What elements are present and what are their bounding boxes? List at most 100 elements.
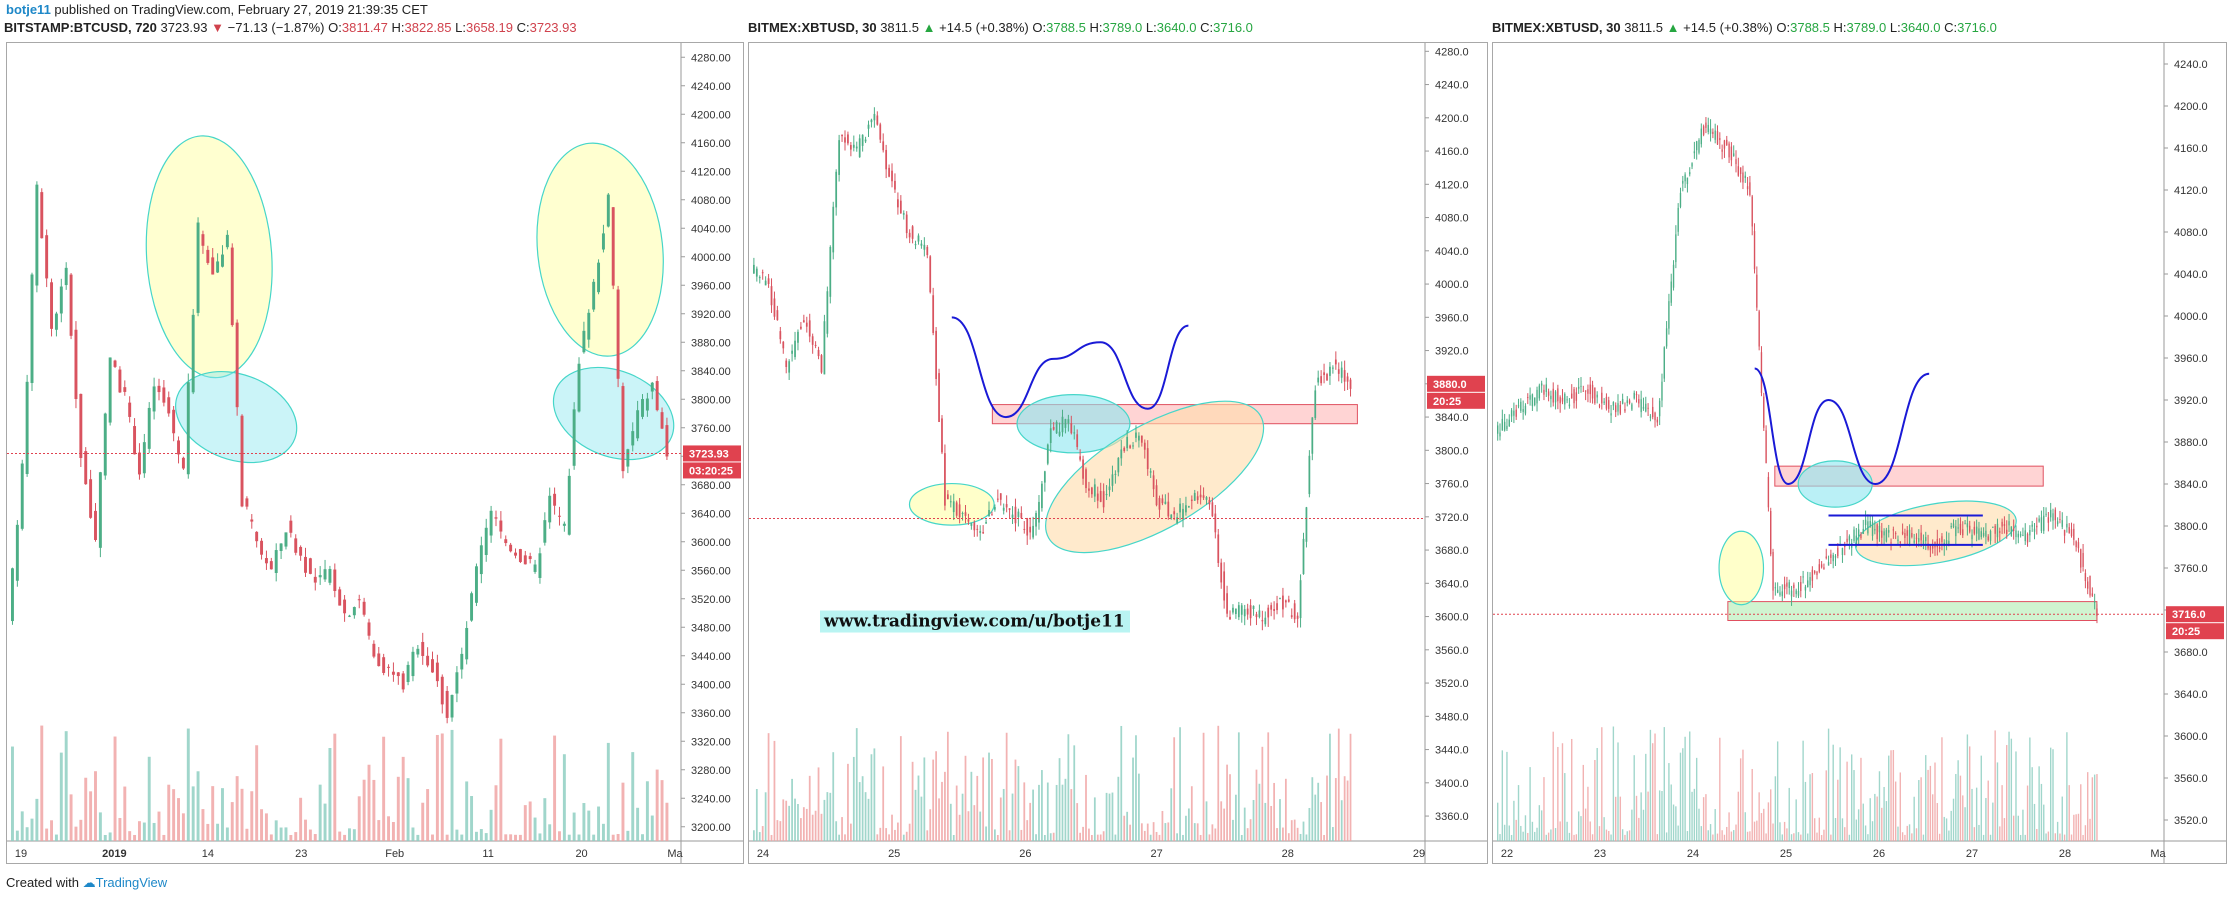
candle-body: [1545, 384, 1547, 392]
volume-bar: [1226, 764, 1228, 841]
candle-body: [1992, 526, 1994, 528]
volume-bar: [2047, 831, 2050, 841]
candle-body: [250, 519, 254, 522]
candle-body: [89, 479, 93, 518]
candle-body: [1190, 499, 1193, 501]
candle-body: [2040, 517, 2043, 531]
chart2-canvas[interactable]: 4280.0 4240.0 4200.0 4160.0 4120.0 4080.0 4040…: [749, 43, 1487, 863]
volume-bar: [137, 821, 141, 841]
volume-bar: [1712, 834, 1714, 841]
candle-body: [1786, 582, 1788, 587]
candle-body: [660, 412, 664, 429]
volume-bar: [1510, 834, 1513, 841]
volume-bar: [1846, 761, 1848, 841]
candle-body: [484, 527, 488, 556]
candle-body: [979, 531, 982, 533]
volume-bar: [1931, 794, 1934, 841]
volume-bar: [899, 736, 902, 841]
candle-body: [655, 381, 659, 411]
volume-bar: [1665, 832, 1668, 841]
volume-bar: [1693, 788, 1696, 841]
volume-bar: [1689, 731, 1691, 841]
chart1-panel[interactable]: 4280.00 4240.00 4200.00 4160.00 4120.00 4080.…: [6, 42, 744, 864]
candle-body: [841, 134, 843, 137]
chart3-panel[interactable]: 4240.0 4200.0 4160.0 4120.0 4080.0 4040.0 4000…: [1492, 42, 2227, 864]
candle-body: [1243, 609, 1246, 617]
candle-body: [970, 523, 973, 526]
candle-body: [147, 407, 151, 449]
y-tick-label: 3760.0: [2174, 563, 2208, 575]
volume-bar: [1638, 817, 1640, 841]
author-link[interactable]: botje11: [6, 2, 51, 17]
volume-bar: [1809, 774, 1811, 841]
volume-bar: [1672, 804, 1675, 841]
footer-brand[interactable]: TradingView: [95, 875, 168, 890]
candle-body: [770, 286, 773, 306]
candle-body: [2068, 527, 2070, 534]
chart3-canvas[interactable]: 4240.0 4200.0 4160.0 4120.0 4080.0 4040.0 4000…: [1493, 43, 2226, 863]
chart1-canvas[interactable]: 4280.00 4240.00 4200.00 4160.00 4120.00 4080.…: [7, 43, 743, 863]
candle-body: [323, 569, 327, 580]
candle-body: [2075, 541, 2077, 548]
candle-body: [1554, 391, 1557, 403]
candle-body: [1767, 476, 1770, 508]
volume-bar: [1714, 809, 1716, 841]
candle-body: [1032, 525, 1034, 538]
candle-body: [2093, 601, 2096, 603]
volume-bar: [1217, 725, 1220, 841]
volume-bar: [764, 792, 767, 841]
x-tick-label: Ma: [667, 848, 683, 860]
volume-bar: [94, 771, 97, 841]
candle-body: [1952, 523, 1955, 528]
volume-bar: [1969, 746, 1971, 841]
volume-bar: [802, 807, 805, 841]
volume-bar: [1029, 802, 1032, 841]
candle-body: [1857, 529, 1860, 536]
volume-bar: [636, 807, 640, 841]
chart1-c-label: C:: [516, 20, 530, 35]
volume-bar: [1246, 828, 1249, 841]
volume-bar: [1767, 802, 1770, 841]
volume-bar: [1635, 795, 1638, 841]
volume-bar: [949, 803, 952, 841]
volume-bar: [1270, 805, 1273, 841]
candle-body: [1670, 281, 1672, 303]
candle-body: [416, 648, 420, 655]
volume-bar: [1552, 731, 1554, 841]
volume-bar: [191, 786, 195, 841]
candle-body: [216, 261, 220, 273]
candle-body: [2082, 553, 2084, 567]
candle-body: [826, 291, 829, 334]
candle-body: [474, 566, 478, 603]
candle-body: [1232, 607, 1234, 613]
x-tick-label: 20: [575, 848, 587, 860]
volume-bar: [357, 796, 361, 841]
volume-bar: [1737, 791, 1740, 841]
volume-bar: [1816, 832, 1818, 841]
candle-body: [1987, 536, 1989, 541]
volume-bar: [1739, 758, 1742, 841]
candle-body: [1978, 528, 1980, 540]
candle-body: [1862, 528, 1864, 534]
volume-bar: [1788, 787, 1790, 841]
candle-body: [2043, 515, 2045, 531]
volume-bar: [879, 827, 882, 841]
candle-body: [1783, 584, 1786, 590]
candle-body: [1582, 390, 1584, 392]
candle-body: [25, 381, 29, 475]
volume-bar: [1962, 795, 1964, 841]
candle-body: [1536, 389, 1538, 404]
volume-bar: [89, 791, 93, 841]
volume-bar: [1904, 834, 1906, 841]
volume-bar: [1255, 769, 1258, 841]
chart1-o: 3811.47: [341, 20, 388, 35]
candle-body: [2066, 523, 2068, 528]
candle-body: [1682, 180, 1684, 184]
candle-body: [479, 545, 483, 575]
volume-bar: [1948, 830, 1950, 841]
volume-bar: [1786, 828, 1788, 841]
candle-body: [1076, 434, 1079, 447]
volume-bar: [504, 834, 508, 841]
chart2-panel[interactable]: 4280.0 4240.0 4200.0 4160.0 4120.0 4080.0 4040…: [748, 42, 1488, 864]
volume-bar: [1929, 765, 1932, 841]
